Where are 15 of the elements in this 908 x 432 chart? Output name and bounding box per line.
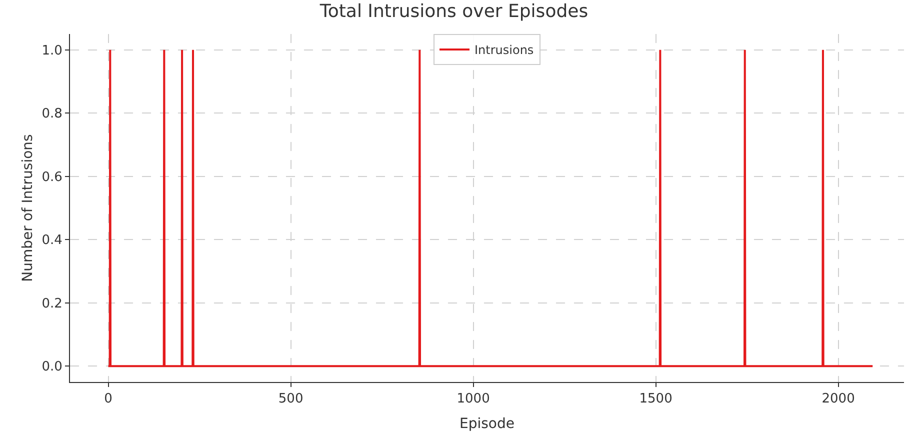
y-tick-label: 0.8 <box>42 106 62 122</box>
y-tick-label: 0.2 <box>42 296 62 312</box>
y-axis-title: Number of Intrusions <box>20 134 36 282</box>
x-tick-label: 0 <box>104 392 112 407</box>
x-tick-label: 1000 <box>456 392 490 407</box>
x-axis-title: Episode <box>460 416 514 432</box>
chart-title: Total Intrusions over Episodes <box>318 1 588 22</box>
legend-label: Intrusions <box>474 43 534 58</box>
y-tick-label: 1.0 <box>42 43 62 58</box>
y-tick-label: 0.6 <box>42 170 62 185</box>
y-tick-label: 0.4 <box>42 233 62 248</box>
x-tick-label: 2000 <box>822 392 855 407</box>
x-tick-label: 500 <box>278 392 304 407</box>
y-tick-label: 0.0 <box>42 360 62 375</box>
x-tick-label: 1500 <box>639 392 672 407</box>
